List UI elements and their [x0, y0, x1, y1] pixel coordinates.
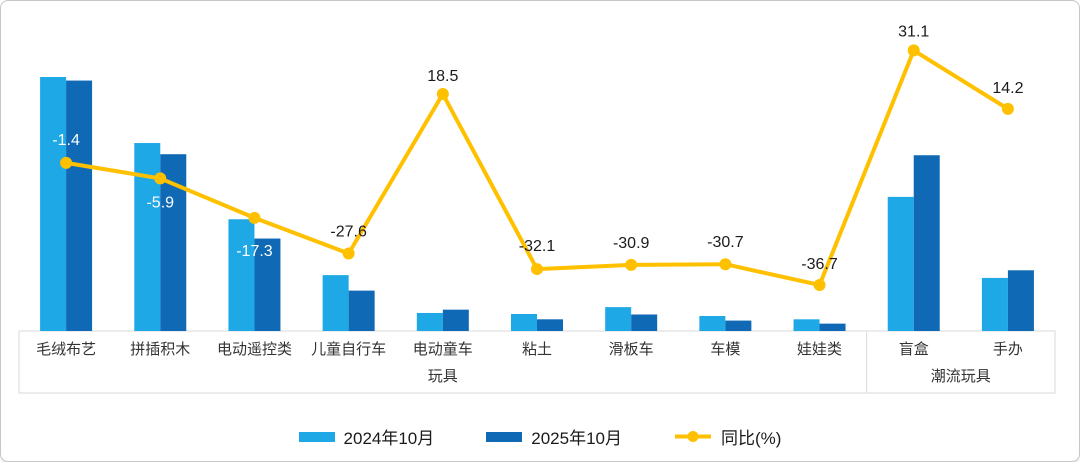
legend-label-2025: 2025年10月	[531, 429, 622, 448]
category-label-娃娃类: 娃娃类	[797, 341, 842, 358]
category-label-儿童自行车: 儿童自行车	[311, 340, 386, 358]
yoy-value-label-拼插积木: -5.9	[146, 194, 174, 211]
category-label-粘土: 粘土	[522, 341, 552, 358]
category-label-车模: 车模	[710, 341, 740, 358]
chart-legend: 2024年10月 2025年10月 同比(%)	[1, 424, 1079, 449]
yoy-value-label-电动遥控类: -17.3	[236, 243, 273, 260]
bar-2024年10月-娃娃类	[793, 319, 820, 331]
yoy-point-滑板车	[625, 258, 638, 271]
yoy-point-手办	[1001, 102, 1014, 115]
yoy-value-label-手办: 14.2	[992, 80, 1023, 97]
bar-2024年10月-车模	[699, 316, 726, 331]
yoy-value-label-娃娃类: -36.7	[801, 256, 838, 273]
bar-2025年10月-娃娃类	[819, 323, 846, 331]
legend-swatch-2024-icon	[298, 431, 335, 442]
yoy-point-娃娃类	[813, 278, 826, 291]
bar-2025年10月-滑板车	[631, 314, 658, 331]
yoy-value-label-滑板车: -30.9	[613, 235, 650, 252]
bar-2024年10月-盲盒	[887, 196, 914, 331]
yoy-point-粘土	[531, 263, 543, 276]
bar-2025年10月-车模	[725, 320, 752, 331]
bar-2024年10月-手办	[981, 277, 1008, 331]
group-label-潮流玩具: 潮流玩具	[931, 368, 991, 385]
yoy-value-label-电动童车: 18.5	[427, 68, 458, 85]
category-label-手办: 手办	[993, 341, 1023, 358]
legend-line-dot-icon	[674, 430, 712, 443]
bar-2025年10月-电动遥控类	[254, 238, 281, 331]
legend-label-yoy: 同比(%)	[721, 429, 782, 448]
category-label-毛绒布艺: 毛绒布艺	[36, 341, 96, 358]
yoy-value-label-粘土: -32.1	[519, 238, 556, 255]
yoy-value-label-盲盒: 31.1	[898, 23, 929, 40]
legend-swatch-2025-icon	[486, 431, 523, 442]
yoy-point-盲盒	[907, 44, 920, 57]
bar-2024年10月-毛绒布艺	[40, 77, 67, 331]
yoy-value-label-毛绒布艺: -1.4	[52, 132, 80, 149]
bar-2024年10月-拼插积木	[134, 143, 161, 331]
legend-item-2025: 2025年10月	[486, 424, 622, 449]
yoy-point-拼插积木	[154, 172, 167, 185]
legend-item-2024: 2024年10月	[298, 424, 435, 449]
category-label-盲盒: 盲盒	[899, 341, 929, 358]
bar-2025年10月-盲盒	[913, 155, 940, 331]
yoy-value-label-车模: -30.7	[707, 234, 744, 251]
bar-2025年10月-手办	[1007, 270, 1034, 331]
bar-2025年10月-粘土	[537, 319, 563, 331]
bar-2025年10月-儿童自行车	[348, 290, 375, 331]
yoy-point-毛绒布艺	[60, 156, 73, 169]
yoy-value-label-儿童自行车: -27.6	[330, 223, 367, 240]
yoy-point-车模	[719, 258, 732, 271]
group-label-玩具: 玩具	[428, 368, 458, 385]
category-label-滑板车: 滑板车	[609, 340, 654, 358]
bar-2024年10月-电动童车	[416, 312, 443, 331]
category-label-拼插积木: 拼插积木	[130, 341, 190, 358]
bar-2025年10月-电动童车	[442, 309, 469, 331]
yoy-point-儿童自行车	[342, 247, 355, 260]
yoy-point-电动遥控类	[248, 211, 261, 224]
bar-2024年10月-儿童自行车	[322, 275, 349, 331]
legend-label-2024: 2024年10月	[343, 429, 435, 448]
category-label-电动童车: 电动童车	[413, 340, 473, 358]
bar-2024年10月-滑板车	[605, 307, 632, 331]
legend-item-yoy: 同比(%)	[674, 424, 781, 449]
bar-2025年10月-毛绒布艺	[66, 80, 93, 331]
category-label-电动遥控类: 电动遥控类	[217, 341, 292, 358]
bar-2024年10月-粘土	[511, 313, 537, 331]
yoy-point-电动童车	[436, 87, 449, 100]
bar-2024年10月-电动遥控类	[228, 219, 255, 331]
